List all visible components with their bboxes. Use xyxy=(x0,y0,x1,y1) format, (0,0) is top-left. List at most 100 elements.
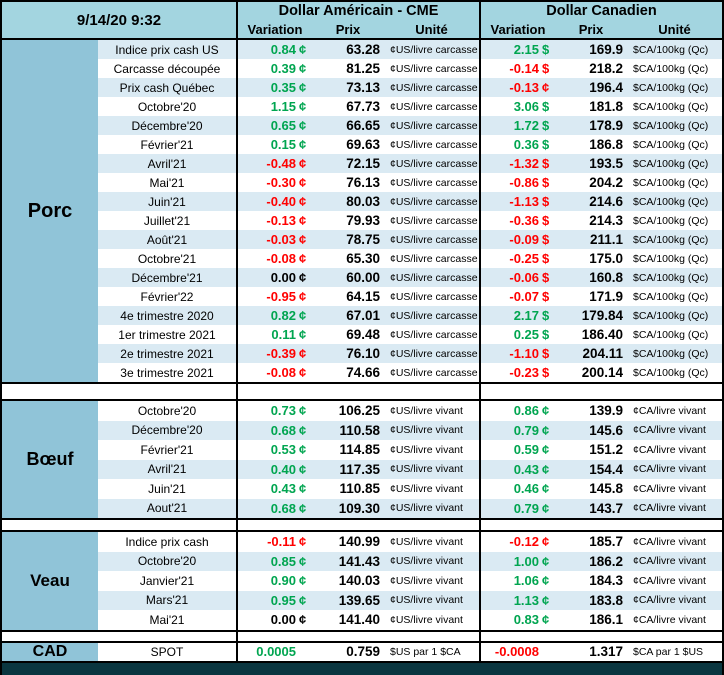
us-data-cell[interactable]: 0.11 ¢ 69.48 ¢US/livre carcasse xyxy=(236,325,479,344)
us-price-cell[interactable]: 66.65 xyxy=(346,118,380,133)
ca-price-cell[interactable]: 178.9 xyxy=(589,118,623,133)
us-unit-cell[interactable]: ¢US/livre vivant xyxy=(390,594,463,607)
ca-data-cell[interactable]: -0.86 $204.2 $CA/100kg (Qc) xyxy=(479,173,722,192)
us-unit-cell[interactable]: ¢US/livre carcasse xyxy=(390,214,478,227)
ca-price-cell[interactable]: 175.0 xyxy=(589,251,623,266)
us-data-cell[interactable]: -0.95 ¢ 64.15 ¢US/livre carcasse xyxy=(236,287,479,306)
us-unit-cell[interactable]: ¢US/livre carcasse xyxy=(390,271,478,284)
ca-data-cell[interactable]: -0.06 $160.8 $CA/100kg (Qc) xyxy=(479,268,722,287)
us-data-cell[interactable]: 0.65 ¢ 66.65 ¢US/livre carcasse xyxy=(236,116,479,135)
us-data-cell[interactable]: 0.0005 0.759 $US par 1 $CA xyxy=(236,642,479,661)
row-label[interactable]: Décembre'20 xyxy=(98,420,236,440)
ca-variation-cell[interactable]: 0.79 ¢ xyxy=(481,499,555,519)
ca-data-cell[interactable]: 1.13 ¢ 183.8 ¢CA/livre vivant xyxy=(479,590,722,611)
ca-data-cell[interactable]: -0.23 $200.14 $CA/100kg (Qc) xyxy=(479,363,722,382)
ca-data-cell[interactable]: 0.25 $186.40 $CA/100kg (Qc) xyxy=(479,325,722,344)
ca-unit-cell[interactable]: $CA/100kg (Qc) xyxy=(633,62,709,75)
ca-variation-cell[interactable]: 1.13 ¢ xyxy=(481,591,555,611)
us-unit-cell[interactable]: ¢US/livre carcasse xyxy=(390,138,478,151)
ca-unit-cell[interactable]: $CA/100kg (Qc) xyxy=(633,157,709,170)
us-data-cell[interactable]: 0.73 ¢ 106.25 ¢US/livre vivant xyxy=(236,401,479,421)
us-data-cell[interactable]: 0.35 ¢ 73.13 ¢US/livre carcasse xyxy=(236,78,479,97)
us-variation-cell[interactable]: 0.00 ¢ xyxy=(238,268,312,287)
us-variation-cell[interactable]: 0.39 ¢ xyxy=(238,59,312,78)
ca-variation-cell[interactable]: -0.0008 xyxy=(481,643,555,661)
ca-price-cell[interactable]: 179.84 xyxy=(581,308,623,323)
us-data-cell[interactable]: 0.82 ¢ 67.01 ¢US/livre carcasse xyxy=(236,306,479,325)
ca-variation-cell[interactable]: -0.07 $ xyxy=(481,287,555,306)
row-label[interactable]: Prix cash Québec xyxy=(98,78,236,97)
us-price-cell[interactable]: 72.15 xyxy=(346,156,380,171)
us-dollar-title[interactable]: Dollar Américain - CME xyxy=(278,3,439,19)
row-label[interactable]: Octobre'20 xyxy=(98,551,236,571)
section-label-porc[interactable]: Porc xyxy=(2,40,98,382)
ca-price-cell[interactable]: 186.2 xyxy=(589,553,623,569)
ca-unit-cell[interactable]: $CA/100kg (Qc) xyxy=(633,271,709,284)
ca-price-cell[interactable]: 196.4 xyxy=(589,80,623,95)
us-variation-cell[interactable]: 0.43 ¢ xyxy=(238,479,312,499)
ca-price-cell[interactable]: 1.317 xyxy=(589,644,623,659)
us-unit-cell[interactable]: ¢US/livre carcasse xyxy=(390,252,478,265)
us-price-cell[interactable]: 63.28 xyxy=(346,42,380,57)
row-label[interactable]: Février'21 xyxy=(98,440,236,460)
ca-variation-cell[interactable]: -0.25 $ xyxy=(481,249,555,268)
us-unit-cell[interactable]: ¢US/livre carcasse xyxy=(390,157,478,170)
section-label-buf[interactable]: Bœuf xyxy=(2,401,98,518)
us-variation-cell[interactable]: 0.53 ¢ xyxy=(238,440,312,460)
row-label[interactable]: 2e trimestre 2021 xyxy=(98,344,236,363)
ca-unit-cell[interactable]: ¢CA/livre vivant xyxy=(633,594,706,607)
row-label[interactable]: Février'21 xyxy=(98,135,236,154)
us-data-cell[interactable]: 0.68 ¢ 109.30 ¢US/livre vivant xyxy=(236,498,479,518)
ca-price-cell[interactable]: 151.2 xyxy=(589,442,623,458)
us-unit-cell[interactable]: ¢US/livre carcasse xyxy=(390,176,478,189)
us-data-cell[interactable]: -0.13 ¢ 79.93 ¢US/livre carcasse xyxy=(236,211,479,230)
us-variation-cell[interactable]: -0.03 ¢ xyxy=(238,230,312,249)
us-variation-cell[interactable]: 0.40 ¢ xyxy=(238,460,312,480)
row-label[interactable]: Février'22 xyxy=(98,287,236,306)
ca-price-cell[interactable]: 214.3 xyxy=(589,213,623,228)
us-data-cell[interactable]: 0.84 ¢ 63.28 ¢US/livre carcasse xyxy=(236,40,479,59)
row-label[interactable]: Octobre'20 xyxy=(98,401,236,421)
us-variation-cell[interactable]: -0.08 ¢ xyxy=(238,363,312,382)
ca-variation-cell[interactable]: -0.36 $ xyxy=(481,211,555,230)
ca-variation-cell[interactable]: -0.23 $ xyxy=(481,363,555,382)
row-label[interactable]: Janvier'21 xyxy=(98,571,236,591)
ca-variation-cell[interactable]: 0.36 $ xyxy=(481,135,555,154)
us-price-cell[interactable]: 80.03 xyxy=(346,194,380,209)
us-price-cell[interactable]: 67.73 xyxy=(346,99,380,114)
ca-price-cell[interactable]: 183.8 xyxy=(589,592,623,608)
ca-variation-cell[interactable]: -0.09 $ xyxy=(481,230,555,249)
ca-variation-cell[interactable]: 0.79 ¢ xyxy=(481,421,555,441)
row-label[interactable]: Juin'21 xyxy=(98,479,236,499)
us-data-cell[interactable]: 0.15 ¢ 69.63 ¢US/livre carcasse xyxy=(236,135,479,154)
us-price-cell[interactable]: 140.99 xyxy=(338,534,380,550)
ca-unit-cell[interactable]: ¢CA/livre vivant xyxy=(633,535,706,548)
ca-data-cell[interactable]: 0.43 ¢ 154.4 ¢CA/livre vivant xyxy=(479,459,722,479)
us-variation-cell[interactable]: 0.0005 xyxy=(238,643,312,661)
us-data-cell[interactable]: -0.40 ¢ 80.03 ¢US/livre carcasse xyxy=(236,192,479,211)
row-label[interactable]: Mai'21 xyxy=(98,173,236,192)
ca-data-cell[interactable]: -0.25 $175.0 $CA/100kg (Qc) xyxy=(479,249,722,268)
ca-unit-cell[interactable]: $CA/100kg (Qc) xyxy=(633,195,709,208)
ca-price-cell[interactable]: 169.9 xyxy=(589,42,623,57)
ca-unit-cell[interactable]: $CA/100kg (Qc) xyxy=(633,43,709,56)
ca-data-cell[interactable]: 0.36 $186.8 $CA/100kg (Qc) xyxy=(479,135,722,154)
ca-variation-cell[interactable]: 1.06 ¢ xyxy=(481,571,555,591)
us-data-cell[interactable]: -0.08 ¢ 74.66 ¢US/livre carcasse xyxy=(236,363,479,382)
us-variation-cell[interactable]: -0.40 ¢ xyxy=(238,192,312,211)
us-price-cell[interactable]: 76.13 xyxy=(346,175,380,190)
ca-price-cell[interactable]: 171.9 xyxy=(589,289,623,304)
row-label[interactable]: Octobre'20 xyxy=(98,97,236,116)
us-price-cell[interactable]: 81.25 xyxy=(346,61,380,76)
ca-variation-cell[interactable]: 0.86 ¢ xyxy=(481,401,555,421)
us-unit-cell[interactable]: ¢US/livre carcasse xyxy=(390,309,478,322)
us-price-cell[interactable]: 0.759 xyxy=(346,644,380,659)
row-label[interactable]: Décembre'21 xyxy=(98,268,236,287)
ca-variation-cell[interactable]: 1.00 ¢ xyxy=(481,552,555,572)
us-unit-cell[interactable]: ¢US/livre vivant xyxy=(390,404,463,417)
us-data-cell[interactable]: -0.39 ¢ 76.10 ¢US/livre carcasse xyxy=(236,344,479,363)
ca-price-cell[interactable]: 218.2 xyxy=(589,61,623,76)
ca-price-cell[interactable]: 204.11 xyxy=(582,346,623,361)
ca-data-cell[interactable]: 1.06 ¢ 184.3 ¢CA/livre vivant xyxy=(479,571,722,591)
us-price-cell[interactable]: 106.25 xyxy=(338,403,380,419)
